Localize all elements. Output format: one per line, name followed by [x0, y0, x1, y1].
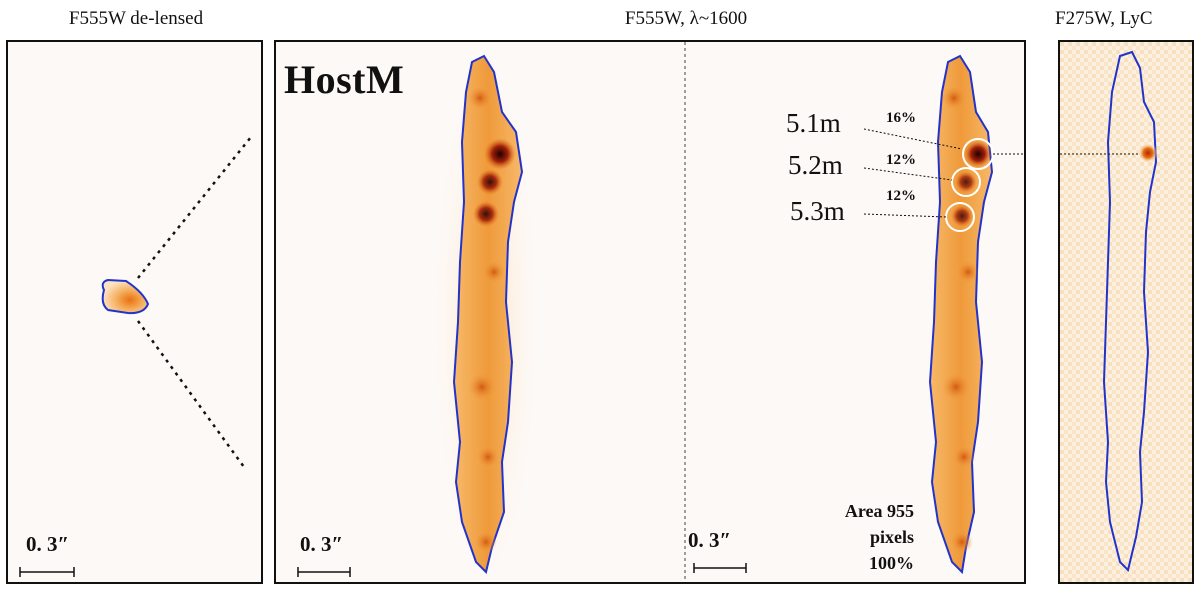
clump-label-5-3m: 5.3m — [790, 196, 845, 226]
lyc-image — [1060, 42, 1192, 582]
clump-label-5-1m: 5.1m — [786, 108, 841, 138]
area-line-1: Area 955 — [844, 501, 914, 521]
lyc-detection — [1138, 143, 1158, 163]
clump-aperture-5-3m — [945, 202, 975, 232]
area-line-3: 100% — [869, 553, 914, 573]
area-line-2: pixels — [869, 527, 914, 547]
clump-aperture-5-2m — [951, 167, 981, 197]
image-plane-panel: HostM 0. 3″ 0. 3″ 5.1m 16% 5.2m 12% 5.3m… — [274, 40, 1026, 584]
zoom-guide-upper — [137, 136, 252, 279]
clump-label-5-2m: 5.2m — [788, 150, 843, 180]
left-panel-title: F555W de-lensed — [68, 8, 204, 29]
arc-contour-right — [928, 54, 994, 575]
lyc-panel — [1058, 40, 1194, 584]
delensed-panel: 0. 3″ — [6, 40, 263, 584]
scale-bar-label-right-half: 0. 3″ — [688, 528, 732, 552]
clump-pct-5-1m: 16% — [886, 110, 916, 126]
scale-bar-label: 0. 3″ — [26, 532, 70, 556]
area-annotation: Area 955 pixels 100% — [796, 498, 914, 576]
host-label: HostM — [284, 57, 405, 102]
clump-pct-5-2m: 12% — [886, 152, 916, 168]
clump-pct-5-3m: 12% — [886, 188, 916, 204]
right-panel-title: F275W, LyC — [1055, 8, 1153, 29]
image-plane-image — [297, 42, 1024, 582]
arc-contour-left — [452, 54, 524, 574]
lyc-arc-contour — [1102, 50, 1158, 572]
middle-panel-title: F555W, λ~1600 — [624, 8, 748, 29]
delensed-galaxy-contour — [101, 278, 150, 315]
delensed-image — [19, 136, 252, 577]
zoom-guide-lower — [136, 320, 246, 468]
scale-bar-label-left-half: 0. 3″ — [300, 532, 344, 556]
